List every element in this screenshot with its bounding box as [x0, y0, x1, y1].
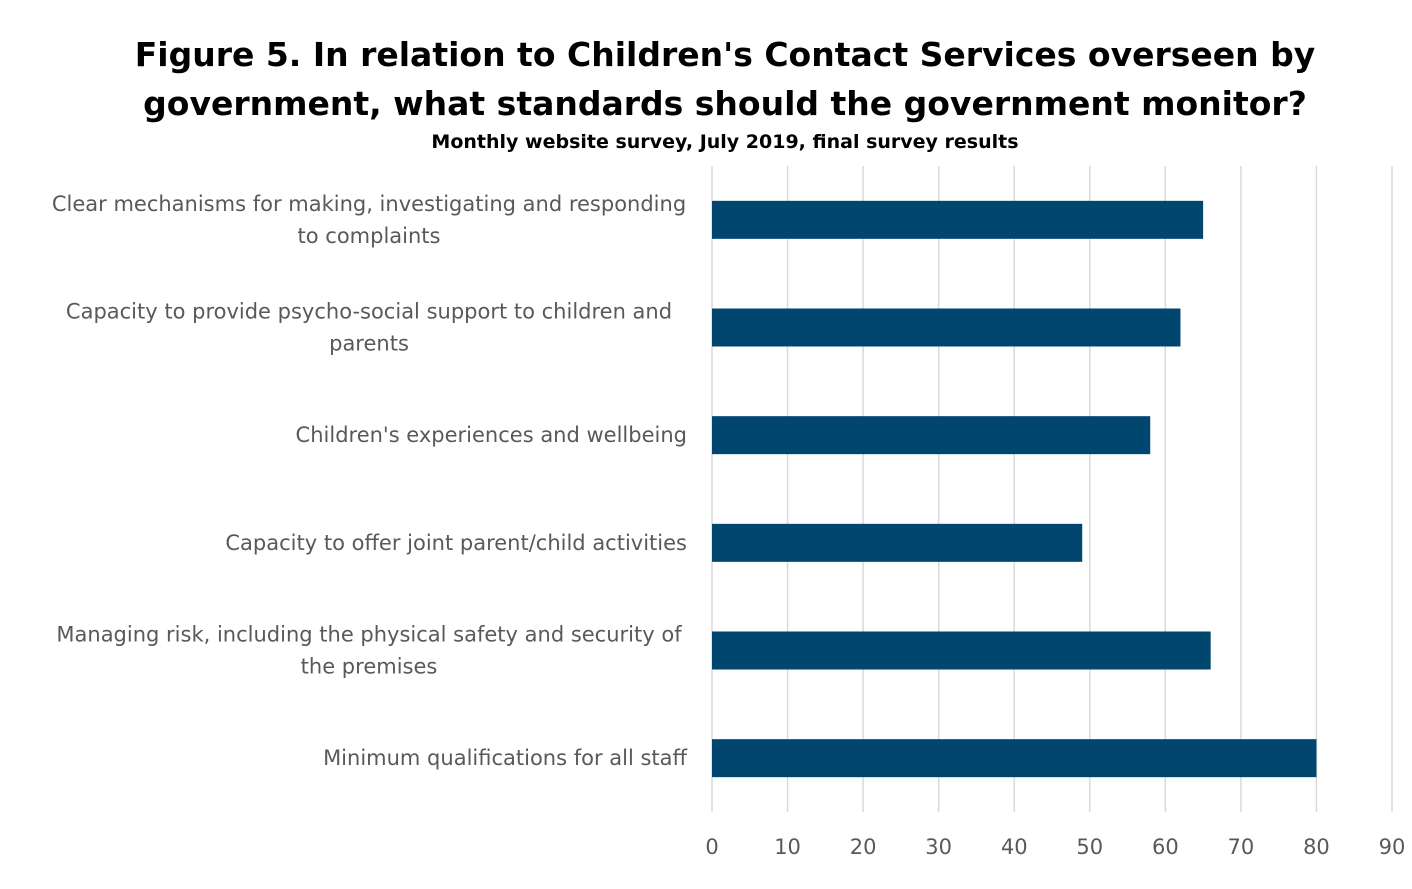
bar-4 [712, 631, 1211, 670]
bar-2 [712, 416, 1151, 455]
x-tick-label-50: 50 [1076, 835, 1103, 859]
x-tick-label-90: 90 [1379, 835, 1406, 859]
chart-title: Figure 5. In relation to Children's Cont… [0, 30, 1412, 128]
x-tick-label-10: 10 [774, 835, 801, 859]
category-label-4-line-0: Managing risk, including the physical sa… [56, 623, 682, 647]
chart-title-line-2: government, what standards should the go… [143, 84, 1307, 123]
category-label-5: Minimum qualifications for all staff [323, 746, 687, 770]
chart-title-line-1: Figure 5. In relation to Children's Cont… [134, 35, 1316, 74]
x-tick-label-30: 30 [925, 835, 952, 859]
category-label-3: Capacity to offer joint parent/child act… [225, 531, 687, 555]
category-label-3-line-0: Capacity to offer joint parent/child act… [225, 531, 687, 555]
bar-3 [712, 523, 1083, 562]
category-label-0-line-1: to complaints [298, 224, 441, 248]
category-label-2: Children's experiences and wellbeing [296, 423, 687, 447]
category-label-1-line-0: Capacity to provide psycho-social suppor… [66, 300, 672, 324]
x-tick-label-40: 40 [1001, 835, 1028, 859]
x-tick-label-70: 70 [1228, 835, 1255, 859]
x-tick-label-0: 0 [705, 835, 718, 859]
category-label-5-line-0: Minimum qualifications for all staff [323, 746, 687, 770]
x-tick-label-60: 60 [1152, 835, 1179, 859]
x-tick-label-80: 80 [1303, 835, 1330, 859]
bar-1 [712, 308, 1181, 347]
category-label-0: Clear mechanisms for making, investigati… [52, 192, 686, 248]
category-label-4-line-1: the premises [301, 655, 438, 679]
category-label-1-line-1: parents [329, 332, 409, 356]
x-tick-label-20: 20 [850, 835, 877, 859]
category-label-0-line-0: Clear mechanisms for making, investigati… [52, 192, 686, 216]
bar-0 [712, 200, 1204, 239]
bar-5 [712, 739, 1317, 778]
category-label-2-line-0: Children's experiences and wellbeing [296, 423, 687, 447]
category-label-1: Capacity to provide psycho-social suppor… [66, 300, 672, 356]
category-label-4: Managing risk, including the physical sa… [56, 623, 682, 679]
chart-subtitle: Monthly website survey, July 2019, final… [431, 131, 1019, 153]
